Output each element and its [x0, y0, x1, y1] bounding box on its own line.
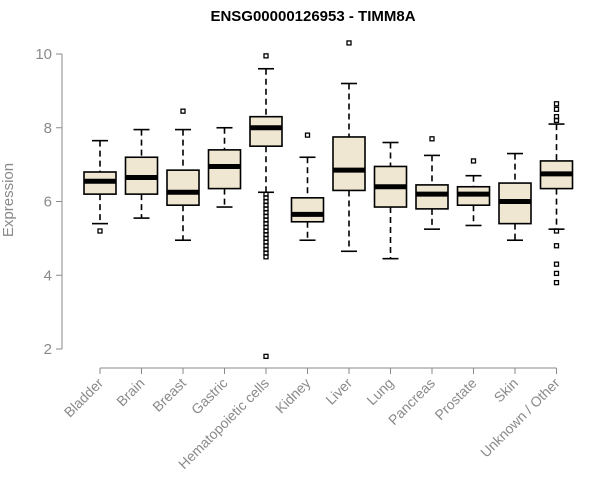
- outlier-point: [97, 228, 103, 234]
- x-tick-label: Unknown / Other: [477, 375, 563, 461]
- x-tick-label: Kidney: [272, 375, 314, 417]
- chart-title: ENSG00000126953 - TIMM8A: [210, 8, 415, 25]
- box-breast: [166, 108, 200, 242]
- y-axis-label: Expression: [0, 163, 17, 237]
- outlier-point: [553, 243, 560, 249]
- outlier-point: [304, 132, 311, 138]
- box-skin: [498, 152, 532, 242]
- outlier-point: [346, 40, 352, 46]
- iqr-box: [332, 136, 366, 192]
- y-tick-label: 6: [44, 194, 52, 211]
- x-tick-label: Liver: [322, 375, 355, 408]
- outlier-point: [553, 261, 560, 267]
- box-prostate: [456, 158, 491, 227]
- outlier-point: [553, 101, 560, 107]
- box-lung: [373, 141, 408, 260]
- outlier-point: [263, 254, 269, 260]
- y-tick-label: 2: [44, 341, 52, 358]
- outlier-point: [553, 279, 560, 286]
- x-tick-label: Lung: [363, 375, 396, 408]
- outlier-point: [553, 117, 560, 124]
- outlier-point: [470, 158, 477, 164]
- box-unknown-other: [539, 101, 574, 286]
- x-tick-label: Bladder: [61, 375, 107, 421]
- iqr-box: [207, 149, 242, 190]
- box-liver: [332, 40, 366, 253]
- box-hematopoietic-cells: [249, 53, 283, 360]
- y-tick-label: 10: [35, 46, 52, 63]
- y-tick-label: 4: [44, 267, 52, 284]
- box-pancreas: [415, 136, 449, 230]
- boxes-group: [83, 40, 574, 360]
- x-tick-label: Skin: [491, 375, 522, 406]
- outlier-point: [553, 106, 560, 112]
- outlier-point: [263, 53, 269, 59]
- x-tick-label: Prostate: [431, 375, 479, 423]
- box-brain: [124, 128, 159, 219]
- iqr-box: [415, 184, 449, 210]
- box-kidney: [290, 132, 325, 242]
- iqr-box: [290, 197, 325, 223]
- x-tick-label: Breast: [149, 375, 189, 415]
- outlier-point: [180, 108, 186, 114]
- outlier-point: [263, 353, 269, 360]
- iqr-box: [166, 169, 200, 206]
- y-tick-label: 8: [44, 120, 52, 137]
- outlier-point: [429, 136, 435, 142]
- box-gastric: [207, 126, 242, 208]
- iqr-box: [249, 115, 283, 147]
- y-axis: 2 4 6 8 10: [35, 46, 63, 358]
- x-tick-label: Brain: [113, 375, 147, 409]
- box-bladder: [83, 139, 117, 234]
- outlier-point: [553, 228, 560, 234]
- outlier-point: [553, 270, 560, 277]
